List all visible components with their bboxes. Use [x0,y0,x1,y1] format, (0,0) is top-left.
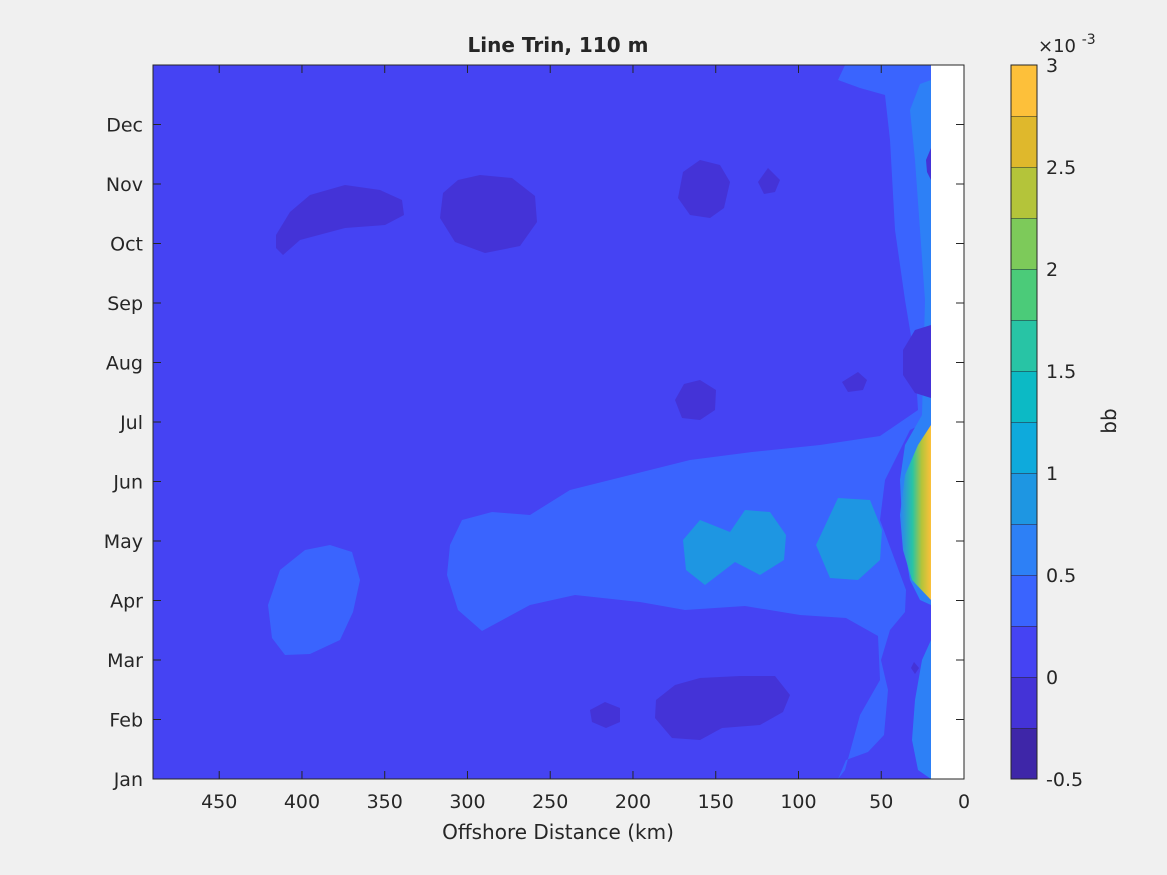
contour-low-jul [675,380,716,420]
contour-low-mar-coast [911,662,919,674]
colorbar-tick-label: 1.5 [1046,361,1076,383]
contour-background [153,65,964,779]
y-tick-label: Jul [119,412,143,434]
y-tick-label: Feb [109,710,143,732]
colorbar-tick-label: 2 [1046,259,1058,281]
x-tick-label: 350 [367,791,403,813]
contour-low-aug-2 [903,325,931,398]
colorbar-tick-label: 0 [1046,667,1058,689]
y-tick-label: Oct [110,234,143,256]
colorbar-tick-label: -0.5 [1046,769,1083,791]
contour-low-feb-2 [655,676,790,740]
x-tick-label: 450 [201,791,237,813]
x-tick-label: 0 [958,791,970,813]
y-tick-label: Nov [106,174,143,196]
colorbar-exponent-base: ×10 [1038,36,1076,57]
colorbar-segment [1011,677,1037,728]
contour-low-feb-1 [590,702,620,728]
colorbar-segment [1011,473,1037,524]
x-axis-label: Offshore Distance (km) [442,820,674,844]
colorbar-exponent-power: -3 [1082,32,1096,48]
y-tick-label: Sep [107,293,143,315]
colorbar-segment [1011,626,1037,677]
colorbar-segment [1011,269,1037,320]
plot-area [153,65,964,779]
chart-title: Line Trin, 110 m [468,33,649,57]
y-tick-label: Apr [110,591,143,613]
x-tick-label: 50 [869,791,893,813]
colorbar-segment [1011,422,1037,473]
colorbar-tick-label: 0.5 [1046,565,1076,587]
colorbar-segment [1011,218,1037,269]
colorbar-segment [1011,371,1037,422]
colorbar-segment [1011,728,1037,779]
y-tick-label: Aug [106,353,143,375]
contour-coastal-inner-low [912,640,931,779]
contour-may-blob-70 [816,498,882,580]
x-tick-label: 200 [615,791,651,813]
colorbar-tick-label: 1 [1046,463,1058,485]
contour-coastal-max [900,425,931,600]
colorbar-segment [1011,167,1037,218]
contour-low-nov-coast [926,148,931,180]
colorbar-segment [1011,575,1037,626]
colorbar-segment [1011,320,1037,371]
x-tick-label: 100 [780,791,816,813]
contour-coastal-band [447,65,931,779]
contour-apr-blob [268,545,360,655]
colorbar: -0.5 0 0.5 1 1.5 2 2.5 3 [1011,55,1083,791]
colorbar-tick-label: 2.5 [1046,157,1076,179]
contour-low-aug-1 [842,372,867,392]
colorbar-label: bb [1097,408,1121,433]
y-tick-label: Mar [107,650,143,672]
contour-may-blob-150 [683,510,786,585]
x-tick-label: 250 [532,791,568,813]
colorbar-segment [1011,65,1037,116]
contour-low-oct-1 [276,185,404,255]
y-tick-label: Jun [112,472,143,494]
y-tick-label: Jan [113,769,143,791]
y-tick-label: Dec [106,115,143,137]
y-axis: Jan Feb Mar Apr May Jun Jul Aug Sep Oct Nov Dec [104,115,964,791]
y-tick-label: May [104,531,143,553]
contour-low-nov-1 [678,160,730,218]
colorbar-segment [1011,524,1037,575]
colorbar-tick-label: 3 [1046,55,1058,77]
x-axis: 450 400 350 300 250 200 150 100 50 0 [201,65,970,813]
x-tick-label: 150 [698,791,734,813]
colorbar-segment [1011,116,1037,167]
colorbar-exponent: ×10 -3 [1038,32,1096,57]
contour-low-oct-2 [440,175,537,253]
contour-low-nov-2 [758,168,780,194]
colorbar-frame [1010,64,1038,780]
x-tick-label: 300 [449,791,485,813]
x-tick-label: 400 [284,791,320,813]
